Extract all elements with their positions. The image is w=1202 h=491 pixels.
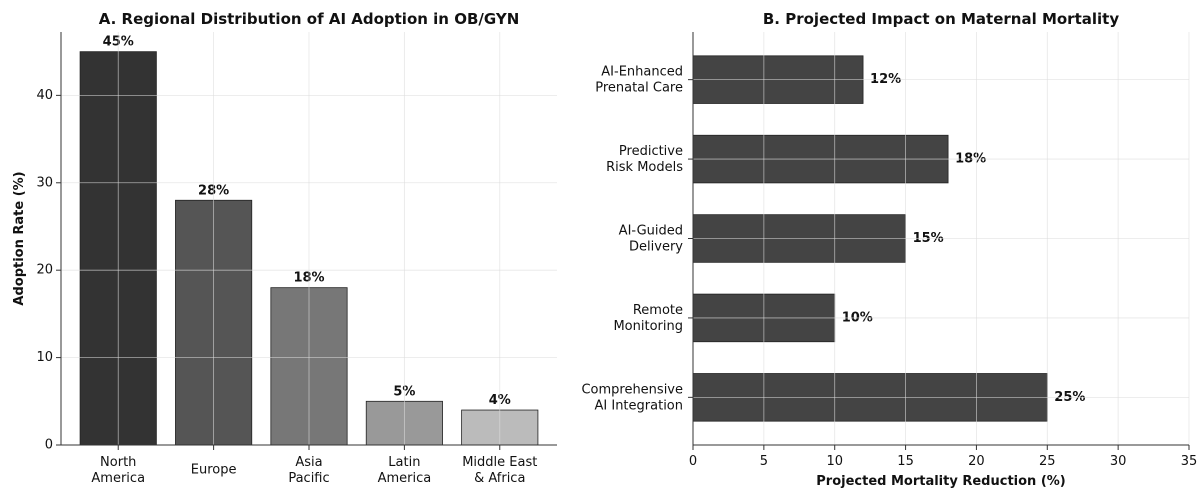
x-tick-label: 20 [968, 454, 985, 469]
x-axis-label: Projected Mortality Reduction (%) [816, 474, 1066, 489]
x-tick-label: Asia Pacific [288, 455, 329, 486]
y-tick-label: AI-Guided Delivery [619, 223, 684, 254]
x-tick-label: 5 [760, 454, 768, 469]
x-tick-label: Europe [191, 463, 237, 478]
x-tick-label: 0 [689, 454, 697, 469]
y-tick-label: 10 [36, 350, 53, 365]
y-tick-label: 20 [36, 263, 53, 278]
chart-title: B. Projected Impact on Maternal Mortalit… [763, 10, 1119, 28]
x-tick-label: 10 [826, 454, 843, 469]
y-tick-label: Comprehensive AI Integration [581, 382, 683, 413]
x-tick-label: 30 [1110, 454, 1127, 469]
chart-title: A. Regional Distribution of AI Adoption … [99, 10, 520, 28]
x-tick-label: 25 [1039, 454, 1056, 469]
x-tick-label: North America [91, 455, 145, 486]
y-tick-label: Remote Monitoring [613, 302, 683, 333]
x-tick-label: 35 [1181, 454, 1198, 469]
y-tick-label: 30 [36, 175, 53, 190]
y-tick-label: AI-Enhanced Prenatal Care [595, 64, 683, 95]
y-tick-label: 40 [36, 88, 53, 103]
y-axis-label: Adoption Rate (%) [12, 171, 27, 305]
x-tick-label: 15 [897, 454, 914, 469]
y-tick-label: Predictive Risk Models [606, 144, 683, 175]
x-tick-label: Latin America [378, 455, 432, 486]
x-tick-label: Middle East & Africa [462, 455, 537, 486]
y-tick-label: 0 [45, 438, 53, 453]
